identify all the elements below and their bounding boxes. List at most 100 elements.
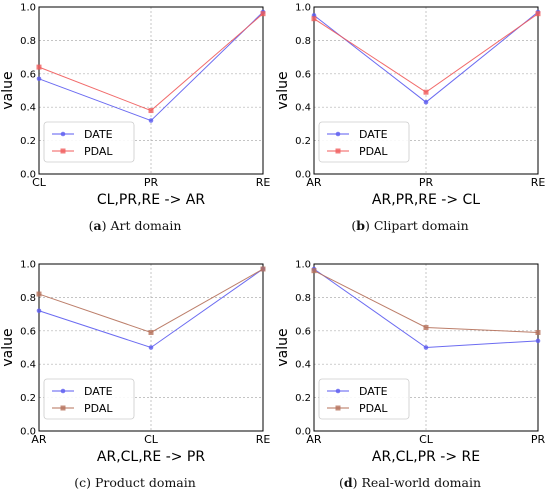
legend: DATE PDAL <box>43 121 135 163</box>
y-tick-label: 0.8 <box>20 36 36 47</box>
y-tick-label: 1.0 <box>295 3 311 14</box>
data-point-date <box>148 118 154 123</box>
legend-label: DATE <box>359 128 388 141</box>
legend: DATE PDAL <box>318 378 410 420</box>
chart-panel-c: 0.0 0.2 0.4 0.6 0.8 1.0 AR CL RE AR,CL,RE -> PR va… <box>0 260 270 466</box>
legend-marker <box>60 148 66 154</box>
y-tick-label: 0.2 <box>20 136 36 147</box>
x-axis-label: CL,PR,RE -> AR <box>97 192 205 208</box>
legend-box <box>318 378 410 420</box>
y-tick-label: 0.6 <box>295 69 311 80</box>
y-tick-label: 0.6 <box>20 69 36 80</box>
data-point-pdal <box>535 11 541 17</box>
data-point-pdal <box>260 266 266 272</box>
data-point-date <box>423 99 429 105</box>
y-tick-label: 0.6 <box>295 326 311 337</box>
y-axis-label: value <box>0 328 16 366</box>
y-tick-label: 0.6 <box>20 326 36 337</box>
y-tick-label: 0.8 <box>20 293 36 304</box>
caption-c: (c) Product domain <box>74 475 196 490</box>
data-point-pdal <box>311 268 317 274</box>
y-tick-label: 0.4 <box>295 360 311 371</box>
legend-marker <box>60 388 66 394</box>
y-tick-label: 0.4 <box>295 103 311 114</box>
y-tick-label: 1.0 <box>20 3 36 14</box>
x-tick-label: CL <box>144 433 159 446</box>
legend: DATE PDAL <box>43 378 135 420</box>
x-tick-label: RE <box>256 433 271 446</box>
data-point-pdal <box>535 329 541 335</box>
caption-b-label: b <box>356 218 365 233</box>
x-axis-label: AR,PR,RE -> CL <box>372 192 480 208</box>
y-tick-label: 0.4 <box>20 103 36 114</box>
y-tick-label: 0.0 <box>295 427 311 438</box>
caption-d: (d) Real-world domain <box>338 475 482 490</box>
y-axis-label: value <box>275 71 291 109</box>
x-tick-label: RE <box>531 176 546 189</box>
legend-marker <box>335 131 341 137</box>
x-tick-label: PR <box>144 176 159 189</box>
legend-marker <box>60 131 66 137</box>
legend-box <box>318 121 410 163</box>
data-point-pdal <box>148 329 154 335</box>
x-tick-label: AR <box>306 433 322 446</box>
legend-marker <box>335 388 341 394</box>
y-tick-label: 1.0 <box>295 260 311 271</box>
plot-frame <box>313 6 539 175</box>
x-axis-label: AR,CL,RE -> PR <box>97 449 205 465</box>
y-tick-label: 0.2 <box>295 393 311 404</box>
data-point-pdal <box>423 89 429 95</box>
legend-label: DATE <box>84 128 113 141</box>
caption-a-text: Art domain <box>110 218 182 233</box>
legend-label: DATE <box>84 385 113 398</box>
data-point-date <box>36 308 42 314</box>
chart-panel-a: 0.0 0.2 0.4 0.6 0.8 1.0 CL PR RE CL,PR,RE -> AR va… <box>0 3 270 209</box>
plot-frame <box>38 6 264 175</box>
x-tick-label: PR <box>531 433 546 446</box>
legend-marker <box>60 405 66 411</box>
caption-c-text: Product domain <box>94 475 196 490</box>
x-tick-label: PR <box>419 176 434 189</box>
y-tick-label: 0.0 <box>20 427 36 438</box>
caption-b-text: Clipart domain <box>373 218 469 233</box>
data-point-pdal <box>311 16 317 22</box>
caption-a-label: a <box>93 218 102 233</box>
plot-frame <box>313 263 539 432</box>
legend-label: PDAL <box>359 145 388 158</box>
caption-d-label: d <box>343 475 353 490</box>
y-tick-label: 0.4 <box>20 360 36 371</box>
y-axis-label: value <box>275 328 291 366</box>
legend: DATE PDAL <box>318 121 410 163</box>
data-point-date <box>36 76 42 82</box>
data-point-date <box>423 345 429 350</box>
caption-b: (b) Clipart domain <box>351 218 469 233</box>
legend-label: PDAL <box>359 402 388 415</box>
x-tick-label: AR <box>306 176 322 189</box>
legend-box <box>43 121 135 163</box>
legend-box <box>43 378 135 420</box>
legend-marker <box>335 148 341 154</box>
caption-a: (a) Art domain <box>88 218 182 233</box>
chart-panel-b: 0.0 0.2 0.4 0.6 0.8 1.0 AR PR RE AR,PR,RE -> CL va… <box>275 3 545 209</box>
y-tick-label: 0.0 <box>20 170 36 181</box>
y-tick-label: 0.0 <box>295 170 311 181</box>
plot-frame <box>38 263 264 432</box>
x-tick-label: CL <box>32 176 47 189</box>
y-axis-label: value <box>0 71 16 109</box>
caption-d-text: Real-world domain <box>361 475 482 490</box>
x-tick-label: RE <box>256 176 271 189</box>
data-point-pdal <box>36 64 42 70</box>
data-point-pdal <box>423 324 429 330</box>
legend-marker <box>335 405 341 411</box>
chart-panel-d: 0.0 0.2 0.4 0.6 0.8 1.0 AR CL PR AR,CL,PR -> RE va… <box>275 260 545 466</box>
y-tick-label: 0.8 <box>295 36 311 47</box>
x-tick-label: CL <box>419 433 434 446</box>
data-point-pdal <box>260 11 266 17</box>
y-tick-label: 1.0 <box>20 260 36 271</box>
legend-label: DATE <box>359 385 388 398</box>
legend-label: PDAL <box>84 145 113 158</box>
caption-c-label: c <box>79 475 87 490</box>
legend-label: PDAL <box>84 402 113 415</box>
data-point-date <box>535 338 541 344</box>
